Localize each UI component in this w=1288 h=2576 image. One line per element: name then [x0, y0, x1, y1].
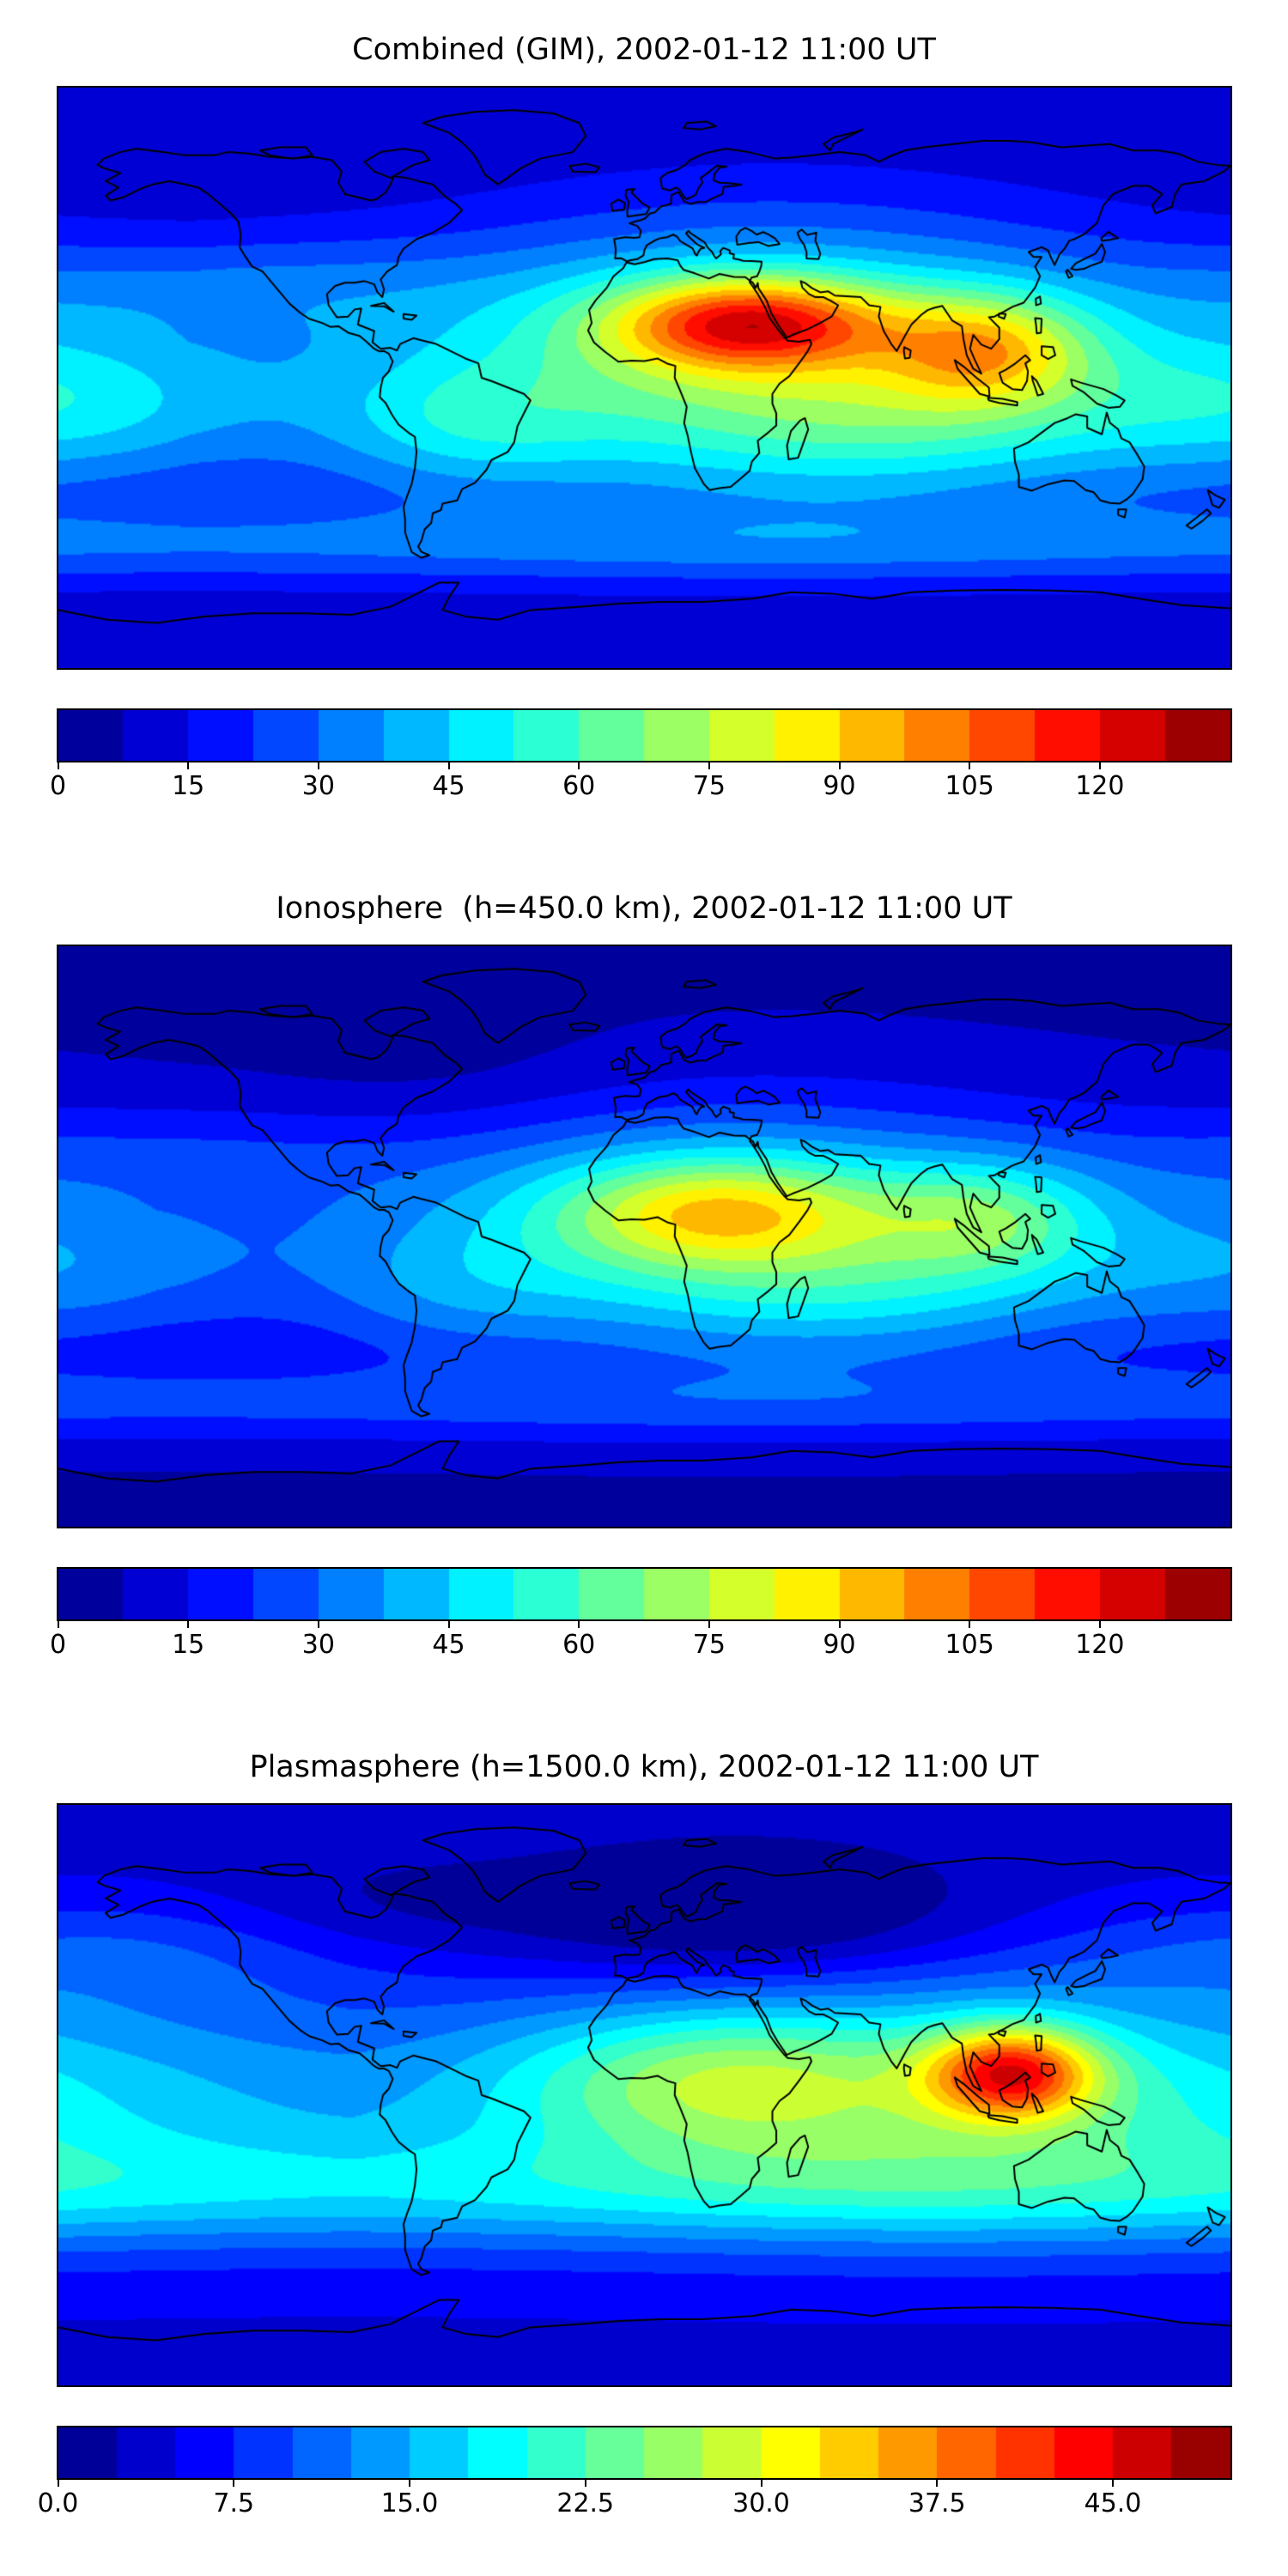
panel-ionosphere: Ionosphere (h=450.0 km), 2002-01-12 11:0… — [0, 859, 1288, 1717]
colorbar-tick-label: 105 — [945, 771, 994, 801]
colorbar-tick — [1112, 2480, 1114, 2487]
colorbar-tick-label: 0.0 — [37, 2488, 79, 2518]
colorbar-ticks-ionosphere: 0 15 30 45 60 75 90 105 120 — [50, 1621, 1232, 1664]
colorbar-wrap-plasmasphere — [56, 2426, 1232, 2480]
map-wrap-plasmasphere — [56, 1803, 1232, 2387]
colorbar-canvas-ionosphere — [56, 1567, 1232, 1621]
colorbar-tick-label: 0 — [49, 1630, 67, 1660]
colorbar-tick — [1098, 1621, 1101, 1628]
colorbar-ticks-plasmasphere: 0.0 7.5 15.0 22.5 30.0 37.5 45.0 — [38, 2480, 1232, 2523]
map-canvas-plasmasphere — [56, 1803, 1232, 2387]
map-canvas-ionosphere — [56, 945, 1232, 1528]
panel-combined: Combined (GIM), 2002-01-12 11:00 UT 0 15 3… — [0, 0, 1288, 859]
colorbar-tick — [760, 2480, 762, 2487]
colorbar-tick-label: 30 — [301, 771, 335, 801]
colorbar-tick-label: 0 — [49, 771, 67, 801]
colorbar-tick-label: 15 — [172, 771, 205, 801]
colorbar-canvas-combined — [56, 708, 1232, 762]
colorbar-tick-label: 15.0 — [380, 2488, 439, 2518]
panel-title-combined: Combined (GIM), 2002-01-12 11:00 UT — [352, 33, 936, 67]
map-canvas-combined — [56, 86, 1232, 670]
panel-title-plasmasphere: Plasmasphere (h=1500.0 km), 2002-01-12 1… — [249, 1750, 1039, 1784]
colorbar-tick — [57, 1621, 59, 1628]
colorbar-tick-label: 60 — [562, 1630, 596, 1660]
colorbar-tick — [578, 1621, 580, 1628]
colorbar-tick — [708, 1621, 710, 1628]
colorbar-tick — [57, 2480, 59, 2487]
colorbar-tick-label: 90 — [823, 771, 856, 801]
colorbar-tick-label: 7.5 — [213, 2488, 255, 2518]
colorbar-tick-label: 45 — [432, 771, 465, 801]
colorbar-tick — [187, 1621, 190, 1628]
colorbar-tick — [447, 762, 450, 769]
colorbar-tick — [447, 1621, 450, 1628]
colorbar-tick-label: 120 — [1075, 771, 1125, 801]
colorbar-tick — [584, 2480, 586, 2487]
panel-title-ionosphere: Ionosphere (h=450.0 km), 2002-01-12 11:0… — [276, 891, 1012, 926]
colorbar-canvas-plasmasphere — [56, 2426, 1232, 2480]
colorbar-tick-label: 37.5 — [908, 2488, 966, 2518]
colorbar-tick — [708, 762, 710, 769]
colorbar-tick — [409, 2480, 410, 2487]
colorbar-tick-label: 30.0 — [732, 2488, 790, 2518]
colorbar-tick-label: 105 — [945, 1630, 994, 1660]
colorbar-tick — [838, 762, 841, 769]
colorbar-tick-label: 75 — [692, 1630, 726, 1660]
colorbar-tick — [838, 1621, 841, 1628]
colorbar-tick — [969, 762, 971, 769]
colorbar-tick — [969, 1621, 971, 1628]
map-wrap-ionosphere — [56, 945, 1232, 1528]
colorbar-tick-label: 30 — [301, 1630, 335, 1660]
colorbar-tick — [1098, 762, 1101, 769]
colorbar-tick — [57, 762, 59, 769]
colorbar-tick — [317, 762, 319, 769]
colorbar-tick-label: 45.0 — [1084, 2488, 1142, 2518]
colorbar-tick-label: 75 — [692, 771, 726, 801]
colorbar-tick — [187, 762, 190, 769]
colorbar-tick — [233, 2480, 235, 2487]
colorbar-tick — [317, 1621, 319, 1628]
colorbar-wrap-ionosphere — [56, 1567, 1232, 1621]
colorbar-ticks-combined: 0 15 30 45 60 75 90 105 120 — [50, 762, 1232, 805]
colorbar-tick-label: 45 — [432, 1630, 465, 1660]
colorbar-tick-label: 15 — [172, 1630, 205, 1660]
colorbar-wrap-combined — [56, 708, 1232, 762]
panel-plasmasphere: Plasmasphere (h=1500.0 km), 2002-01-12 1… — [0, 1717, 1288, 2576]
colorbar-tick-label: 90 — [823, 1630, 856, 1660]
colorbar-tick — [578, 762, 580, 769]
colorbar-tick — [936, 2480, 939, 2487]
colorbar-tick-label: 22.5 — [556, 2488, 615, 2518]
colorbar-tick-label: 60 — [562, 771, 596, 801]
map-wrap-combined — [56, 86, 1232, 670]
colorbar-tick-label: 120 — [1075, 1630, 1125, 1660]
